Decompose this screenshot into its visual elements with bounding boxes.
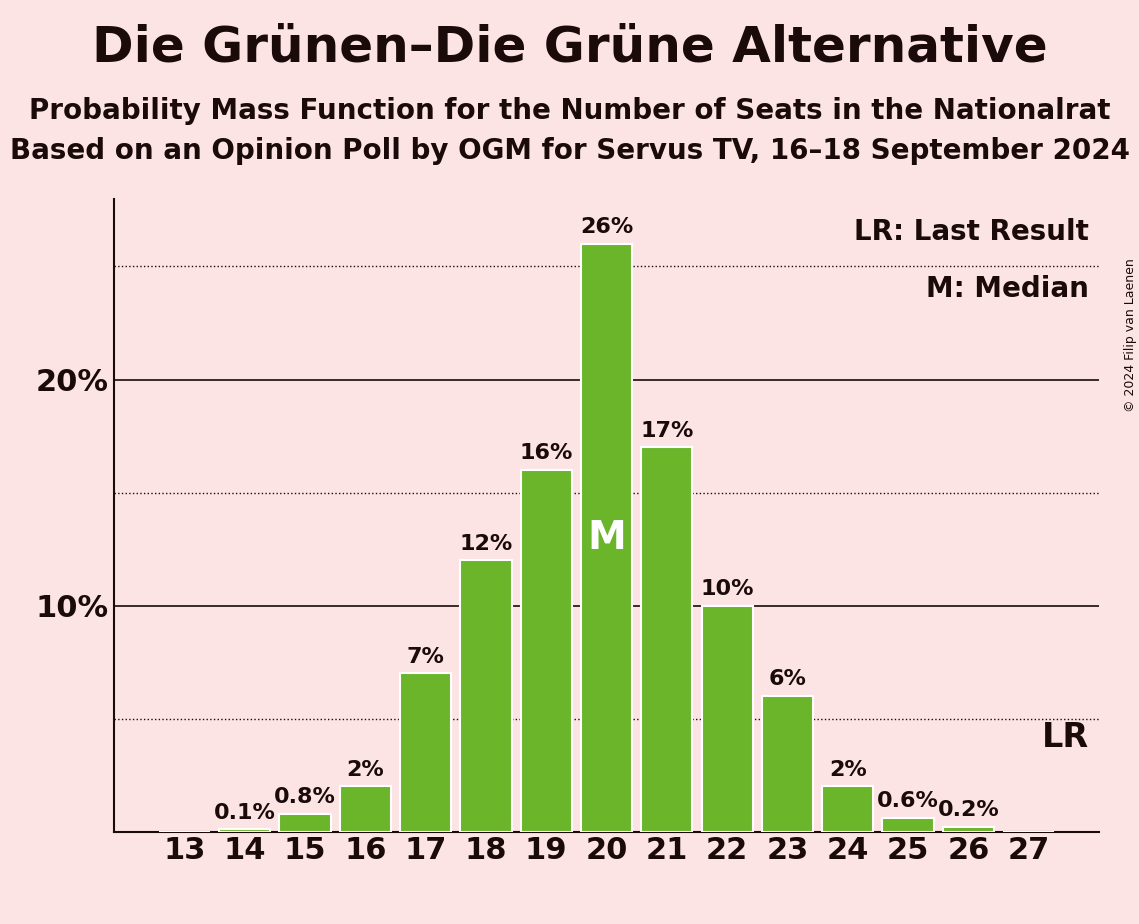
Bar <box>822 786 874 832</box>
Text: 6%: 6% <box>769 669 806 689</box>
Text: M: Median: M: Median <box>926 274 1089 303</box>
Text: 2%: 2% <box>829 760 867 780</box>
Bar <box>219 830 270 832</box>
Text: 26%: 26% <box>580 217 633 237</box>
Text: Die Grünen–Die Grüne Alternative: Die Grünen–Die Grüne Alternative <box>91 23 1048 71</box>
Bar <box>581 244 632 832</box>
Text: 10%: 10% <box>700 578 754 599</box>
Text: 0.8%: 0.8% <box>274 786 336 807</box>
Bar <box>279 813 330 832</box>
Text: Based on an Opinion Poll by OGM for Servus TV, 16–18 September 2024: Based on an Opinion Poll by OGM for Serv… <box>9 137 1130 164</box>
Text: 16%: 16% <box>519 444 573 463</box>
Text: LR: Last Result: LR: Last Result <box>854 218 1089 246</box>
Bar <box>339 786 391 832</box>
Text: Probability Mass Function for the Number of Seats in the Nationalrat: Probability Mass Function for the Number… <box>28 97 1111 125</box>
Bar <box>400 674 451 832</box>
Text: 7%: 7% <box>407 647 444 666</box>
Bar <box>943 827 994 832</box>
Text: 0.2%: 0.2% <box>937 800 999 821</box>
Text: © 2024 Filip van Laenen: © 2024 Filip van Laenen <box>1124 259 1137 412</box>
Bar <box>521 470 572 832</box>
Text: 0.6%: 0.6% <box>877 791 939 811</box>
Bar <box>460 560 511 832</box>
Text: 0.1%: 0.1% <box>214 803 276 822</box>
Bar <box>702 605 753 832</box>
Bar <box>641 447 693 832</box>
Bar <box>883 818 934 832</box>
Bar <box>762 696 813 832</box>
Text: M: M <box>587 518 626 557</box>
Text: 12%: 12% <box>459 533 513 553</box>
Text: LR: LR <box>1042 721 1089 754</box>
Text: 2%: 2% <box>346 760 384 780</box>
Text: 17%: 17% <box>640 420 694 441</box>
